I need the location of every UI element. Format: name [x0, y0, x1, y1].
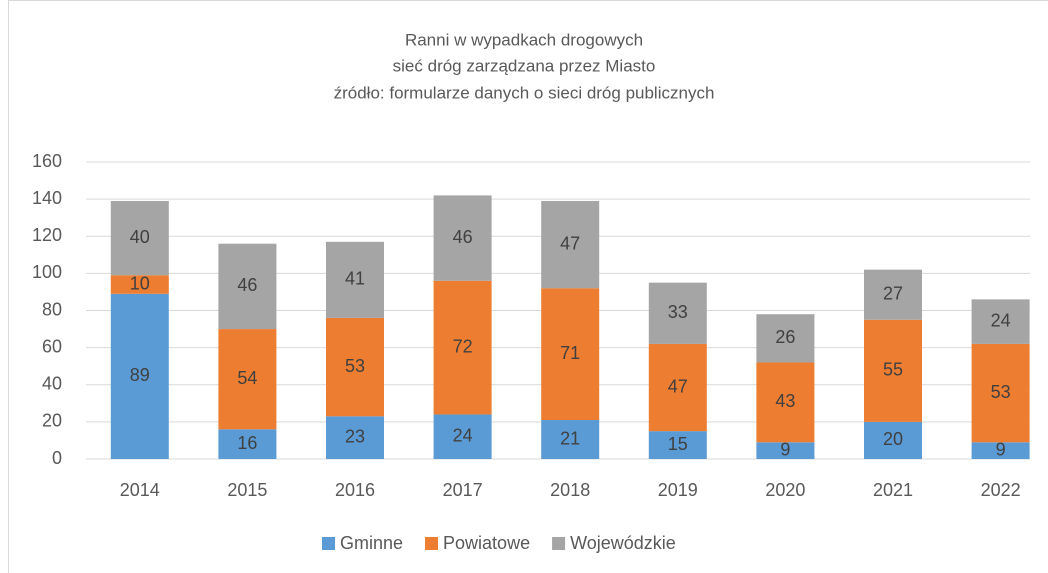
data-label: 15: [668, 434, 688, 454]
data-label: 26: [775, 327, 795, 347]
x-tick-label: 2022: [981, 480, 1021, 500]
x-tick-label: 2014: [120, 480, 160, 500]
data-label: 54: [237, 368, 257, 388]
bar-segment: [541, 288, 600, 421]
chart-subtitle: sieć dróg zarządzana przez Miasto: [393, 56, 656, 75]
data-label: 53: [345, 356, 365, 376]
x-tick-label: 2018: [550, 480, 590, 500]
x-tick-label: 2016: [335, 480, 375, 500]
legend-label: Wojewódzkie: [570, 533, 676, 553]
data-label: 41: [345, 269, 365, 289]
data-label: 53: [991, 382, 1011, 402]
bar-segment: [648, 282, 707, 344]
y-tick-label: 40: [42, 374, 62, 394]
x-tick-label: 2021: [873, 480, 913, 500]
bar-segment: [756, 442, 815, 459]
bar-segment: [864, 269, 922, 320]
legend-swatch: [322, 537, 335, 550]
bar-segment: [541, 200, 600, 289]
bar-segment: [971, 299, 1030, 344]
legend-swatch: [552, 537, 566, 550]
data-label: 89: [130, 365, 150, 385]
data-label: 9: [780, 439, 790, 459]
bar-segment: [326, 416, 384, 459]
x-tick-label: 2019: [658, 480, 698, 500]
chart-source: źródło: formularze danych o sieci dróg p…: [334, 83, 715, 102]
data-label: 46: [453, 227, 473, 247]
bar-segment: [971, 343, 1030, 443]
bar-segment: [648, 343, 707, 432]
x-tick-label: 2017: [443, 480, 483, 500]
bar-segment: [433, 195, 492, 281]
bar-segment: [971, 442, 1030, 459]
data-label: 47: [668, 376, 688, 396]
data-label: 16: [237, 433, 257, 453]
data-label: 40: [130, 227, 150, 247]
bar-segment: [218, 429, 277, 459]
data-label: 71: [560, 343, 580, 363]
bar-segment: [326, 317, 384, 417]
bar-segment: [756, 314, 815, 363]
y-tick-label: 20: [42, 411, 62, 431]
bar-segment: [110, 200, 169, 276]
bar-segment: [648, 431, 707, 459]
bar-segment: [433, 414, 492, 459]
y-tick-label: 60: [42, 336, 62, 356]
y-tick-label: 120: [32, 225, 62, 245]
data-label: 47: [560, 233, 580, 253]
y-tick-label: 0: [52, 448, 62, 468]
data-label: 27: [883, 283, 903, 303]
bar-segment: [110, 275, 169, 294]
bar-segment: [756, 362, 815, 443]
data-label: 24: [453, 425, 473, 445]
chart-frame: [8, 0, 1048, 573]
bar-segment: [110, 293, 169, 459]
data-label: 24: [991, 310, 1011, 330]
data-label: 10: [130, 273, 150, 293]
data-label: 72: [453, 336, 473, 356]
data-label: 21: [560, 428, 580, 448]
bar-segment: [218, 243, 277, 330]
y-tick-label: 100: [32, 262, 62, 282]
legend-label: Powiatowe: [443, 533, 530, 553]
bar-segment: [433, 280, 492, 415]
data-label: 20: [883, 429, 903, 449]
data-label: 46: [237, 275, 257, 295]
bar-segment: [864, 319, 922, 422]
y-tick-label: 160: [32, 151, 62, 171]
bar-segment: [864, 421, 922, 459]
x-tick-label: 2015: [227, 480, 267, 500]
data-label: 43: [775, 391, 795, 411]
legend-label: Gminne: [340, 533, 403, 553]
data-label: 9: [996, 439, 1006, 459]
bar-segment: [326, 241, 384, 318]
x-tick-label: 2020: [765, 480, 805, 500]
data-label: 23: [345, 426, 365, 446]
legend-swatch: [425, 537, 439, 550]
y-tick-label: 80: [42, 299, 62, 319]
data-label: 33: [668, 302, 688, 322]
bar-segment: [218, 329, 277, 430]
y-tick-label: 140: [32, 188, 62, 208]
bar-segment: [541, 420, 600, 459]
data-label: 55: [883, 360, 903, 380]
chart-title: Ranni w wypadkach drogowych: [405, 30, 643, 49]
